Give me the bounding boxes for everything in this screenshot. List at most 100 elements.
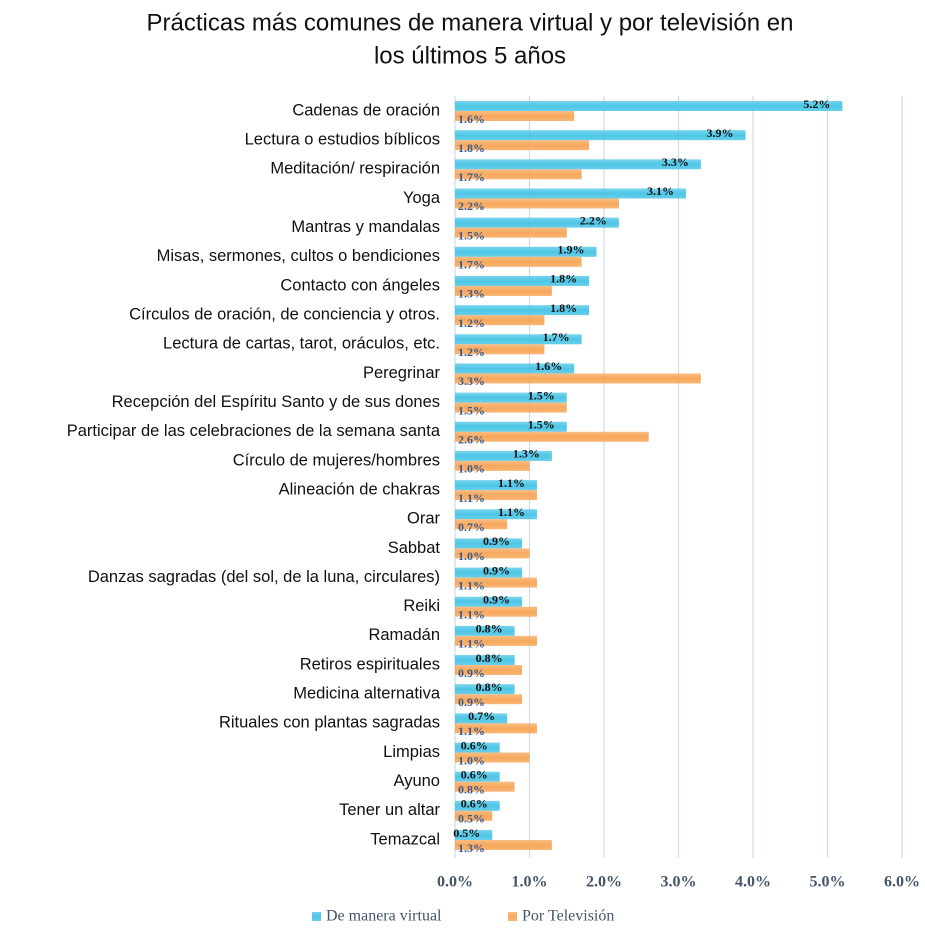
y-tick-label: Lectura de cartas, tarot, oráculos, etc. [163, 335, 440, 353]
bar [455, 363, 575, 374]
y-tick-label: Cadenas de oración [292, 101, 440, 119]
bar [455, 246, 597, 257]
bar [455, 840, 552, 850]
bar [455, 752, 530, 763]
bar [455, 480, 537, 491]
bar [455, 655, 515, 666]
bar [455, 130, 746, 141]
data-label: 1.8% [458, 141, 485, 155]
y-tick-label: Medicina alternativa [293, 685, 441, 703]
y-tick-label: Mantras y mandalas [291, 218, 440, 236]
data-label: 1.5% [528, 388, 555, 402]
bar [455, 111, 575, 121]
x-tick-label: 5.0% [810, 874, 846, 891]
bar [455, 742, 500, 753]
y-tick-label: Yoga [403, 189, 441, 207]
data-label: 1.0% [458, 462, 485, 476]
bar [455, 256, 582, 267]
data-label: 0.6% [461, 767, 488, 781]
data-label: 0.8% [476, 651, 503, 665]
data-label: 0.9% [483, 563, 510, 577]
y-tick-label: Danzas sagradas (del sol, de la luna, ci… [88, 568, 440, 586]
bar [455, 781, 515, 792]
bar [455, 509, 537, 520]
legend-label: De manera virtual [326, 908, 442, 925]
bar [455, 402, 567, 413]
x-tick-label: 1.0% [512, 874, 548, 891]
y-tick-label: Lectura o estudios bíblicos [245, 131, 440, 149]
data-label: 0.5% [453, 826, 480, 840]
y-tick-label: Meditación/ respiración [270, 160, 440, 178]
data-label: 0.5% [458, 812, 485, 826]
y-tick-label: Reiki [403, 597, 440, 615]
bar [455, 771, 500, 782]
y-tick-label: Alineación de chakras [279, 480, 440, 498]
bar [455, 334, 582, 345]
data-label: 1.5% [458, 403, 485, 417]
data-label: 1.1% [458, 637, 485, 651]
bar [455, 713, 508, 724]
bar [455, 227, 567, 238]
data-label: 1.7% [458, 258, 485, 272]
data-label: 1.1% [498, 476, 525, 490]
bar [455, 217, 619, 228]
y-tick-label: Sabbat [388, 539, 441, 557]
data-label: 1.0% [458, 753, 485, 767]
data-label: 1.8% [550, 272, 577, 286]
bar [455, 538, 523, 549]
bar [455, 305, 590, 316]
data-label: 1.7% [458, 170, 485, 184]
bar [455, 285, 552, 296]
data-label: 0.9% [483, 534, 510, 548]
y-tick-label: Ayuno [394, 772, 441, 790]
bar [455, 101, 843, 111]
data-label: 1.1% [458, 491, 485, 505]
data-label: 1.5% [458, 228, 485, 242]
bar [455, 567, 523, 578]
bar [455, 830, 493, 840]
y-tick-label: Ramadán [368, 626, 440, 644]
data-label: 2.2% [458, 199, 485, 213]
bar [455, 625, 515, 636]
data-label: 0.8% [476, 622, 503, 636]
chart-title: los últimos 5 años [374, 42, 566, 69]
data-label: 0.6% [461, 797, 488, 811]
bar [455, 392, 567, 403]
data-label: 0.8% [476, 680, 503, 694]
bar [455, 140, 590, 151]
x-tick-label: 3.0% [661, 874, 697, 891]
data-label: 1.3% [458, 287, 485, 301]
data-label: 3.3% [662, 155, 689, 169]
data-label: 0.9% [458, 666, 485, 680]
bar [455, 188, 686, 199]
bar [455, 460, 530, 471]
bar [455, 169, 582, 180]
data-label: 1.3% [513, 447, 540, 461]
data-label: 1.1% [458, 607, 485, 621]
y-tick-label: Retiros espirituales [300, 655, 440, 673]
y-tick-label: Misas, sermones, cultos o bendiciones [157, 247, 440, 265]
data-label: 2.2% [580, 213, 607, 227]
bar [455, 694, 523, 705]
bar [455, 450, 552, 461]
bar [455, 490, 537, 501]
data-label: 0.6% [461, 738, 488, 752]
y-tick-label: Temazcal [370, 830, 440, 848]
data-label: 5.2% [803, 97, 830, 111]
y-tick-label: Recepción del Espíritu Santo y de sus do… [112, 393, 440, 411]
bar [455, 800, 500, 811]
data-label: 1.6% [535, 359, 562, 373]
y-tick-label: Círculo de mujeres/hombres [233, 451, 440, 469]
y-tick-label: Orar [407, 510, 441, 528]
chart-title: Prácticas más comunes de manera virtual … [147, 9, 794, 36]
data-label: 3.3% [458, 374, 485, 388]
data-label: 1.1% [458, 724, 485, 738]
data-label: 0.9% [483, 592, 510, 606]
bar [455, 344, 545, 355]
x-tick-label: 2.0% [586, 874, 622, 891]
legend-label: Por Televisión [522, 908, 614, 925]
data-label: 1.7% [543, 330, 570, 344]
y-tick-label: Contacto con ángeles [280, 276, 440, 294]
bar [455, 684, 515, 695]
